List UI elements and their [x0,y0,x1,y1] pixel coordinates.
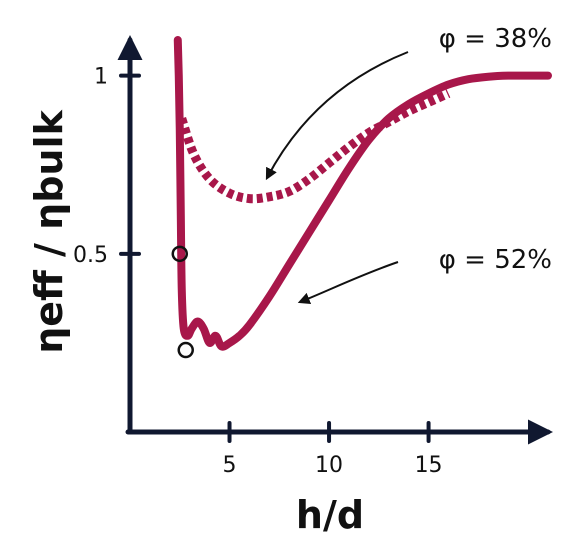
annotation-phi-38-arrow [265,51,409,181]
y-tick-label: 0.5 [73,243,108,268]
series-phi-52-line [173,36,552,351]
annotation-phi-52-arrow [297,261,399,305]
y-axis-label: ηeff / ηbulk [27,110,71,354]
annotation-phi-52-label: φ = 52% [439,245,552,275]
series-phi-38-line [177,89,451,204]
annotation-phi-38-label: φ = 38% [439,24,552,54]
x-tick-label: 15 [415,453,443,478]
x-tick-label: 5 [223,453,237,478]
marker-layer [171,245,194,359]
series-layer [173,36,552,351]
axes [117,35,553,445]
y-tick-label: 1 [94,65,108,90]
circle-marker [177,341,194,359]
ticks: 5 10 15 0.5 1 [73,65,443,478]
annotation-layer: φ = 38% φ = 52% [265,24,552,305]
x-tick-label: 10 [315,453,343,478]
circle-marker [171,245,189,263]
x-axis-label: h/d [296,493,364,537]
